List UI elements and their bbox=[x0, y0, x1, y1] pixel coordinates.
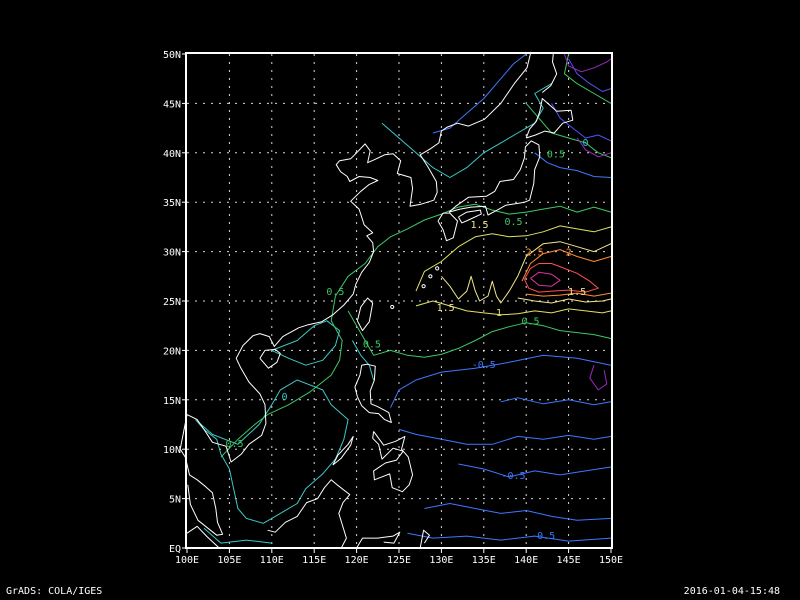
coastline-sumatra bbox=[186, 525, 220, 549]
lon-tick-label: 110E bbox=[260, 555, 284, 566]
contour-line-neg05 bbox=[424, 503, 612, 521]
contour-label: 0.5 bbox=[504, 217, 522, 228]
contour-label: 0.5 bbox=[326, 287, 344, 298]
lon-tick-label: 100E bbox=[175, 555, 199, 566]
contour-line-neg05 bbox=[407, 532, 612, 542]
coastline-palawan bbox=[332, 435, 354, 466]
contour-line-neg05 bbox=[500, 397, 612, 406]
contour-line-neg05 bbox=[534, 152, 612, 178]
lon-tick-label: 120E bbox=[345, 555, 369, 566]
contour-line-neg05 bbox=[390, 354, 612, 408]
lon-tick-label: 135E bbox=[472, 555, 496, 566]
axis-ticks: 100E 105E 110E 115E 120E 125E 130E 135E 140E 145E… bbox=[163, 50, 623, 566]
contour-line-0 bbox=[203, 527, 272, 544]
contour-line-15 bbox=[517, 297, 612, 304]
contour-line-0 bbox=[351, 340, 375, 381]
contour-labels: 1.5 0.5 2.5 2 1.5 1.5 1 0.5 0.5 0.5 -0.5 0.5 0 0 0.5 -0… bbox=[225, 138, 588, 542]
lat-tick-label: 25N bbox=[163, 297, 181, 308]
contour-label: 0.5 bbox=[547, 150, 565, 161]
contour-label: 2 bbox=[566, 248, 572, 259]
lat-tick-label: 45N bbox=[163, 99, 181, 110]
lat-tick-label: 20N bbox=[163, 346, 181, 357]
coastline-taiwan bbox=[356, 297, 374, 332]
lon-tick-label: 140E bbox=[514, 555, 538, 566]
island-marker bbox=[435, 266, 440, 271]
coastline-shikoku bbox=[457, 209, 482, 224]
coastline-mainland bbox=[186, 53, 531, 463]
contour-label: 2.5 bbox=[526, 248, 544, 259]
contour-label: -0.5 bbox=[531, 531, 555, 542]
contour-line-1 bbox=[415, 225, 612, 292]
credit-text: GrADS: COLA/IGES bbox=[6, 586, 103, 597]
contour-line-0 bbox=[271, 320, 341, 366]
coastline-borneo bbox=[267, 479, 351, 549]
lon-tick-label: 145E bbox=[557, 555, 581, 566]
contour-label: 0 bbox=[583, 138, 589, 149]
contour-line-neg2 bbox=[589, 365, 608, 391]
contour-line-05 bbox=[347, 310, 612, 358]
lon-tick-label: 150E bbox=[599, 555, 623, 566]
contour-lines bbox=[195, 53, 612, 544]
lat-tick-label: EQ bbox=[169, 544, 181, 555]
lat-tick-label: 5N bbox=[169, 495, 181, 506]
lat-tick-label: 35N bbox=[163, 198, 181, 209]
contour-line-neg05 bbox=[432, 53, 527, 134]
contour-label: 1.5 bbox=[471, 220, 489, 231]
lon-tick-label: 105E bbox=[217, 555, 241, 566]
island-marker bbox=[421, 284, 426, 289]
contour-line-neg05 bbox=[398, 428, 612, 445]
contour-line-15 bbox=[441, 241, 612, 304]
contour-line-2 bbox=[521, 249, 612, 282]
lat-tick-label: 10N bbox=[163, 445, 181, 456]
contour-label: 1.5 bbox=[437, 303, 455, 314]
coastline-hainan bbox=[259, 348, 281, 369]
coastline-sulawesi bbox=[356, 531, 401, 549]
coastline-kyushu bbox=[437, 212, 458, 242]
lon-tick-label: 130E bbox=[429, 555, 453, 566]
contour-line-neg1 bbox=[551, 103, 612, 142]
contour-line-neg2 bbox=[563, 53, 612, 73]
island-marker bbox=[428, 274, 433, 279]
contour-line-3 bbox=[530, 271, 561, 287]
coastline-mindanao bbox=[372, 431, 414, 493]
contour-line-1 bbox=[415, 300, 612, 316]
coastline-honshu bbox=[448, 140, 541, 216]
contour-line-2 bbox=[526, 292, 612, 297]
lat-tick-label: 15N bbox=[163, 396, 181, 407]
lon-tick-label: 115E bbox=[302, 555, 326, 566]
contour-line-05 bbox=[563, 53, 612, 104]
contour-label: -0.5 bbox=[472, 360, 496, 371]
contour-line-25 bbox=[524, 263, 599, 293]
coastline-luzon bbox=[354, 363, 392, 423]
coastline-sakhalin bbox=[541, 53, 558, 93]
contour-label: -0.5 bbox=[501, 471, 525, 482]
contour-label: 0.5 bbox=[225, 439, 243, 450]
contour-line-neg2 bbox=[576, 137, 612, 158]
timestamp-text: 2016-01-04-15:48 bbox=[683, 586, 780, 597]
lat-tick-label: 40N bbox=[163, 149, 181, 160]
coastlines bbox=[179, 53, 574, 549]
contour-label: 1.5 bbox=[568, 287, 586, 298]
contour-label: 0.5 bbox=[521, 317, 539, 328]
contour-line-0 bbox=[195, 379, 349, 524]
contour-label: 0 bbox=[282, 392, 288, 403]
coastline-hokkaido bbox=[525, 98, 574, 139]
lat-tick-label: 50N bbox=[163, 50, 181, 61]
contour-line-0 bbox=[381, 83, 552, 178]
contour-line-05 bbox=[220, 203, 612, 458]
contour-label: 0.5 bbox=[363, 339, 381, 350]
lat-tick-label: 30N bbox=[163, 248, 181, 259]
island-marker bbox=[390, 304, 395, 310]
coastline-halmahera bbox=[419, 529, 430, 549]
contour-label: 1 bbox=[496, 308, 502, 319]
lon-tick-label: 125E bbox=[387, 555, 411, 566]
contour-line-neg05 bbox=[458, 463, 612, 478]
contour-line-05 bbox=[525, 103, 612, 159]
